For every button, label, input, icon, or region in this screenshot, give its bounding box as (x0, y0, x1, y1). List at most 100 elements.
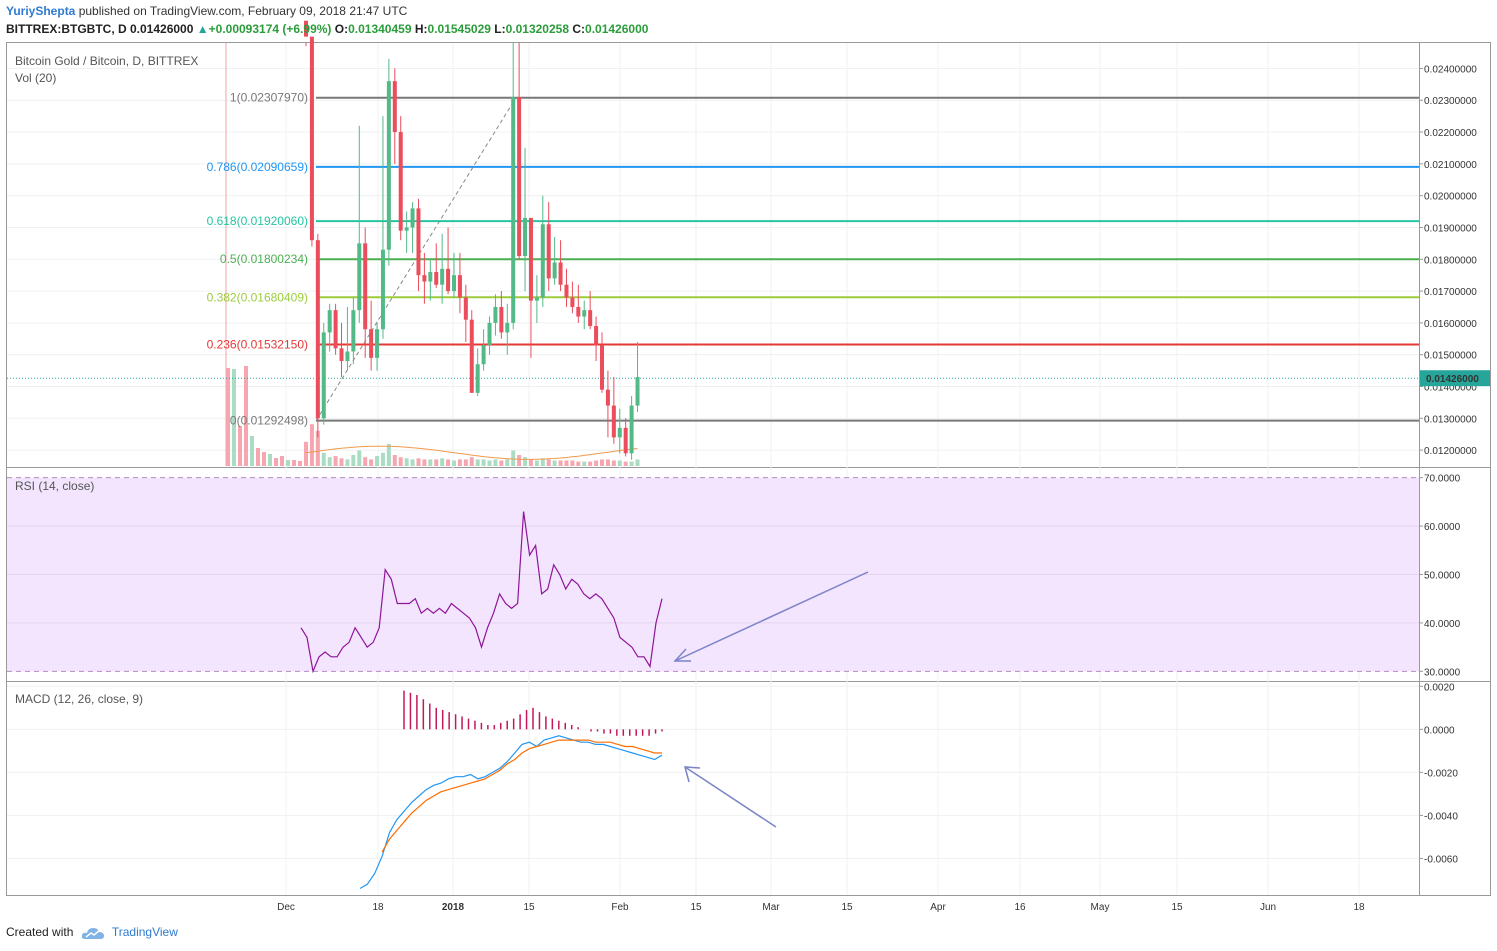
price-tick-label: 0.01600000 (1424, 319, 1477, 330)
rsi-tick-label: 70.0000 (1424, 474, 1461, 485)
last-price-badge (1420, 370, 1490, 387)
candle-body (351, 310, 356, 352)
volume-bar (232, 369, 236, 466)
candle-body (499, 306, 504, 333)
time-tick-label: Jun (1260, 902, 1276, 913)
low-value: 0.01320258 (505, 22, 569, 36)
volume-bar (623, 461, 628, 466)
time-tick-label: 15 (1171, 902, 1183, 913)
volume-bar (345, 459, 350, 466)
volume-bar (617, 460, 622, 466)
volume-bar (457, 459, 462, 466)
time-tick-label: Apr (930, 902, 946, 913)
footer: Created with TradingView (6, 925, 178, 940)
macd-tick-label: -0.0060 (1424, 854, 1458, 865)
volume-bar (256, 448, 260, 466)
fib-level-label: 0.382(0.01680409) (207, 290, 308, 304)
tradingview-brand-link[interactable]: TradingView (111, 925, 178, 939)
open-value: 0.01340459 (348, 22, 412, 36)
time-tick-label: May (1091, 902, 1110, 913)
time-tick-label: Feb (611, 902, 629, 913)
symbol[interactable]: BITTREX:BTGBTC, D (6, 22, 127, 36)
candle-body (558, 262, 563, 285)
vol-pane-title: Vol (20) (15, 71, 56, 85)
volume-bar (629, 461, 634, 466)
volume-bar (600, 459, 604, 466)
price-tick-label: 0.01800000 (1424, 255, 1477, 266)
candle-body (404, 227, 409, 231)
volume-bar (226, 368, 230, 466)
fib-level-label: 0(0.01292498) (230, 414, 308, 428)
volume-bar (422, 459, 427, 466)
price-tick-label: 0.01500000 (1424, 351, 1477, 362)
candle-body (410, 208, 415, 228)
time-tick-label: 15 (690, 902, 702, 913)
price-tick-label: 0.01700000 (1424, 287, 1477, 298)
fib-retracement: 1(0.02307970) 0.786(0.02090659) 0.618(0.01… (7, 91, 1419, 428)
volume-bar (380, 452, 385, 466)
price-tick-label: 0.01400000 (1424, 382, 1477, 393)
candle-body (505, 322, 510, 333)
volume-bar (511, 450, 516, 466)
volume-bar (410, 459, 415, 466)
volume-bar (558, 460, 563, 466)
close-value: 0.01426000 (585, 22, 649, 36)
price-tick-label: 0.01300000 (1424, 414, 1477, 425)
volume-bar (440, 458, 445, 466)
volume-bar (540, 458, 545, 466)
candle-body (481, 345, 486, 365)
volume-bar (469, 457, 474, 466)
candle-body (357, 243, 362, 311)
close-label: C: (572, 22, 586, 36)
open-label: O: (334, 22, 349, 36)
tradingview-cloud-icon (81, 927, 104, 939)
fib-level-label: 0.618(0.01920060) (207, 214, 308, 228)
candle-body (617, 427, 622, 438)
macd-line (359, 735, 663, 890)
created-with-text: Created with (6, 925, 74, 939)
candle-body (446, 268, 451, 292)
candle-body (594, 326, 599, 346)
candle-body (635, 376, 640, 406)
candle-body (327, 310, 332, 333)
volume-bar (428, 459, 433, 466)
candle-body (428, 271, 433, 282)
volume-bar (446, 459, 451, 466)
time-tick-label: 16 (1014, 902, 1026, 913)
candle-body (475, 364, 480, 393)
volume-bar (588, 461, 593, 466)
volume-bar (499, 460, 504, 466)
fib-level-label: 0.236(0.01532150) (207, 337, 308, 351)
candle-body (517, 97, 522, 257)
candle-body (623, 427, 628, 454)
candle-body (523, 217, 528, 257)
candle-body (315, 240, 320, 419)
rsi-arrow (673, 571, 869, 662)
volume-bar (375, 456, 380, 466)
macd-tick-label: 0.0020 (1424, 682, 1455, 693)
time-tick-label: Dec (277, 902, 295, 913)
price-tick-label: 0.01900000 (1424, 223, 1477, 234)
high-value: 0.01545029 (427, 22, 491, 36)
volume-bar (321, 452, 326, 466)
volume-bar (327, 457, 332, 466)
candle-body (422, 275, 427, 282)
volume-bar (534, 460, 539, 466)
volume-bar (398, 457, 403, 466)
volume-bar (298, 461, 302, 466)
volume-bar (268, 454, 272, 466)
volume-bar (315, 430, 320, 466)
symbol-header: BITTREX:BTGBTC, D 0.01426000 ▲+0.0009317… (6, 22, 648, 36)
candle-body (564, 284, 569, 298)
candle-body (511, 97, 516, 323)
author-link[interactable]: YuriyShepta (6, 4, 76, 18)
volume-bar (280, 456, 284, 466)
macd-pane-title: MACD (12, 26, close, 9) (15, 692, 143, 706)
volume-bar (363, 457, 368, 466)
grid (7, 43, 1419, 895)
volume-bar (576, 461, 581, 466)
candle-body (452, 275, 456, 292)
candle-body (392, 81, 397, 133)
volume-bar (262, 452, 266, 466)
